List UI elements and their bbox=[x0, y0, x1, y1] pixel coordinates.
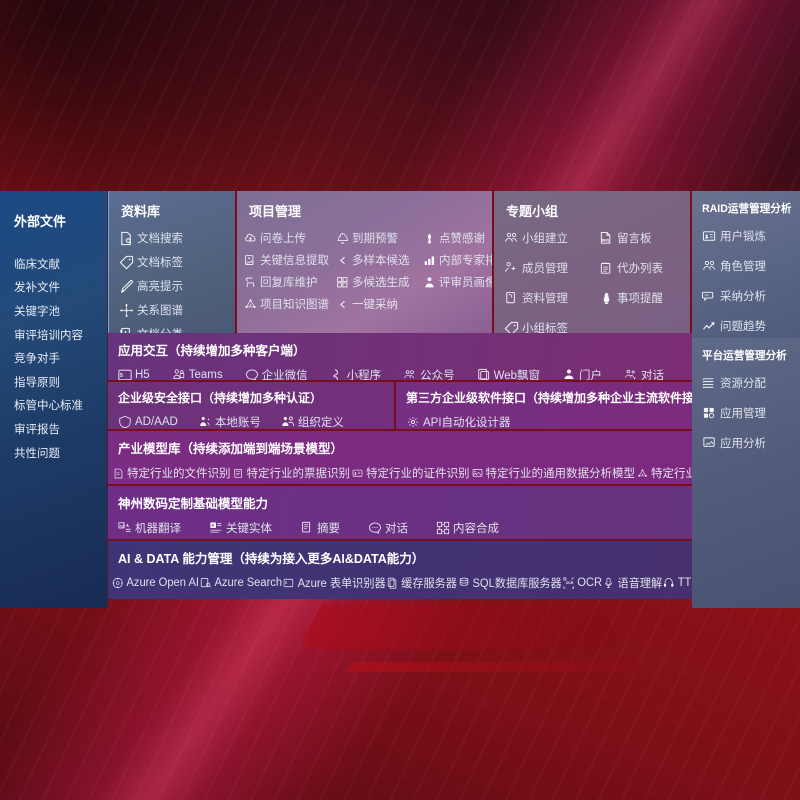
svg-text:E: E bbox=[286, 581, 288, 585]
svg-text:OCR: OCR bbox=[566, 581, 574, 585]
svg-text:5: 5 bbox=[120, 373, 123, 379]
svg-text:QA: QA bbox=[705, 292, 709, 296]
svg-text:BBS: BBS bbox=[602, 238, 610, 242]
svg-text:A: A bbox=[211, 524, 214, 528]
svg-text:A文: A文 bbox=[120, 523, 125, 528]
